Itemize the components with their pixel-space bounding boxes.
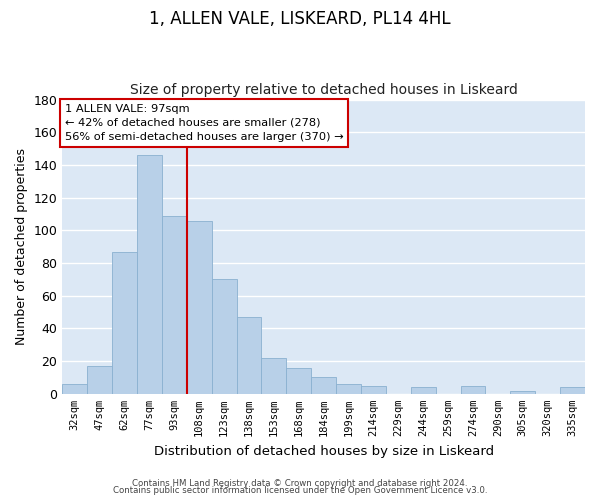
Title: Size of property relative to detached houses in Liskeard: Size of property relative to detached ho…: [130, 83, 518, 97]
Bar: [511, 390, 535, 394]
Text: Contains HM Land Registry data © Crown copyright and database right 2024.: Contains HM Land Registry data © Crown c…: [132, 478, 468, 488]
Y-axis label: Number of detached properties: Number of detached properties: [15, 148, 28, 345]
Bar: [137, 155, 162, 394]
Bar: [187, 220, 212, 394]
Text: Contains public sector information licensed under the Open Government Licence v3: Contains public sector information licen…: [113, 486, 487, 495]
Bar: [461, 386, 485, 394]
Bar: [560, 388, 585, 394]
X-axis label: Distribution of detached houses by size in Liskeard: Distribution of detached houses by size …: [154, 444, 494, 458]
Bar: [286, 368, 311, 394]
Bar: [112, 252, 137, 394]
Text: 1, ALLEN VALE, LISKEARD, PL14 4HL: 1, ALLEN VALE, LISKEARD, PL14 4HL: [149, 10, 451, 28]
Bar: [336, 384, 361, 394]
Bar: [87, 366, 112, 394]
Bar: [311, 378, 336, 394]
Bar: [411, 388, 436, 394]
Bar: [236, 317, 262, 394]
Bar: [162, 216, 187, 394]
Bar: [212, 280, 236, 394]
Bar: [361, 386, 386, 394]
Bar: [62, 384, 87, 394]
Text: 1 ALLEN VALE: 97sqm
← 42% of detached houses are smaller (278)
56% of semi-detac: 1 ALLEN VALE: 97sqm ← 42% of detached ho…: [65, 104, 344, 142]
Bar: [262, 358, 286, 394]
